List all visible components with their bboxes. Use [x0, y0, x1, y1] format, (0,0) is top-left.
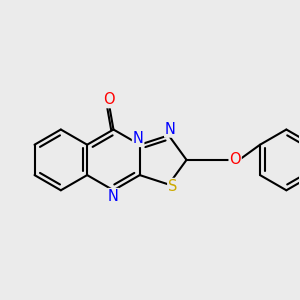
Text: O: O	[229, 152, 241, 167]
Text: N: N	[165, 122, 176, 137]
Text: N: N	[133, 131, 144, 146]
Text: S: S	[168, 178, 177, 194]
Text: O: O	[103, 92, 115, 107]
Text: N: N	[108, 189, 119, 204]
